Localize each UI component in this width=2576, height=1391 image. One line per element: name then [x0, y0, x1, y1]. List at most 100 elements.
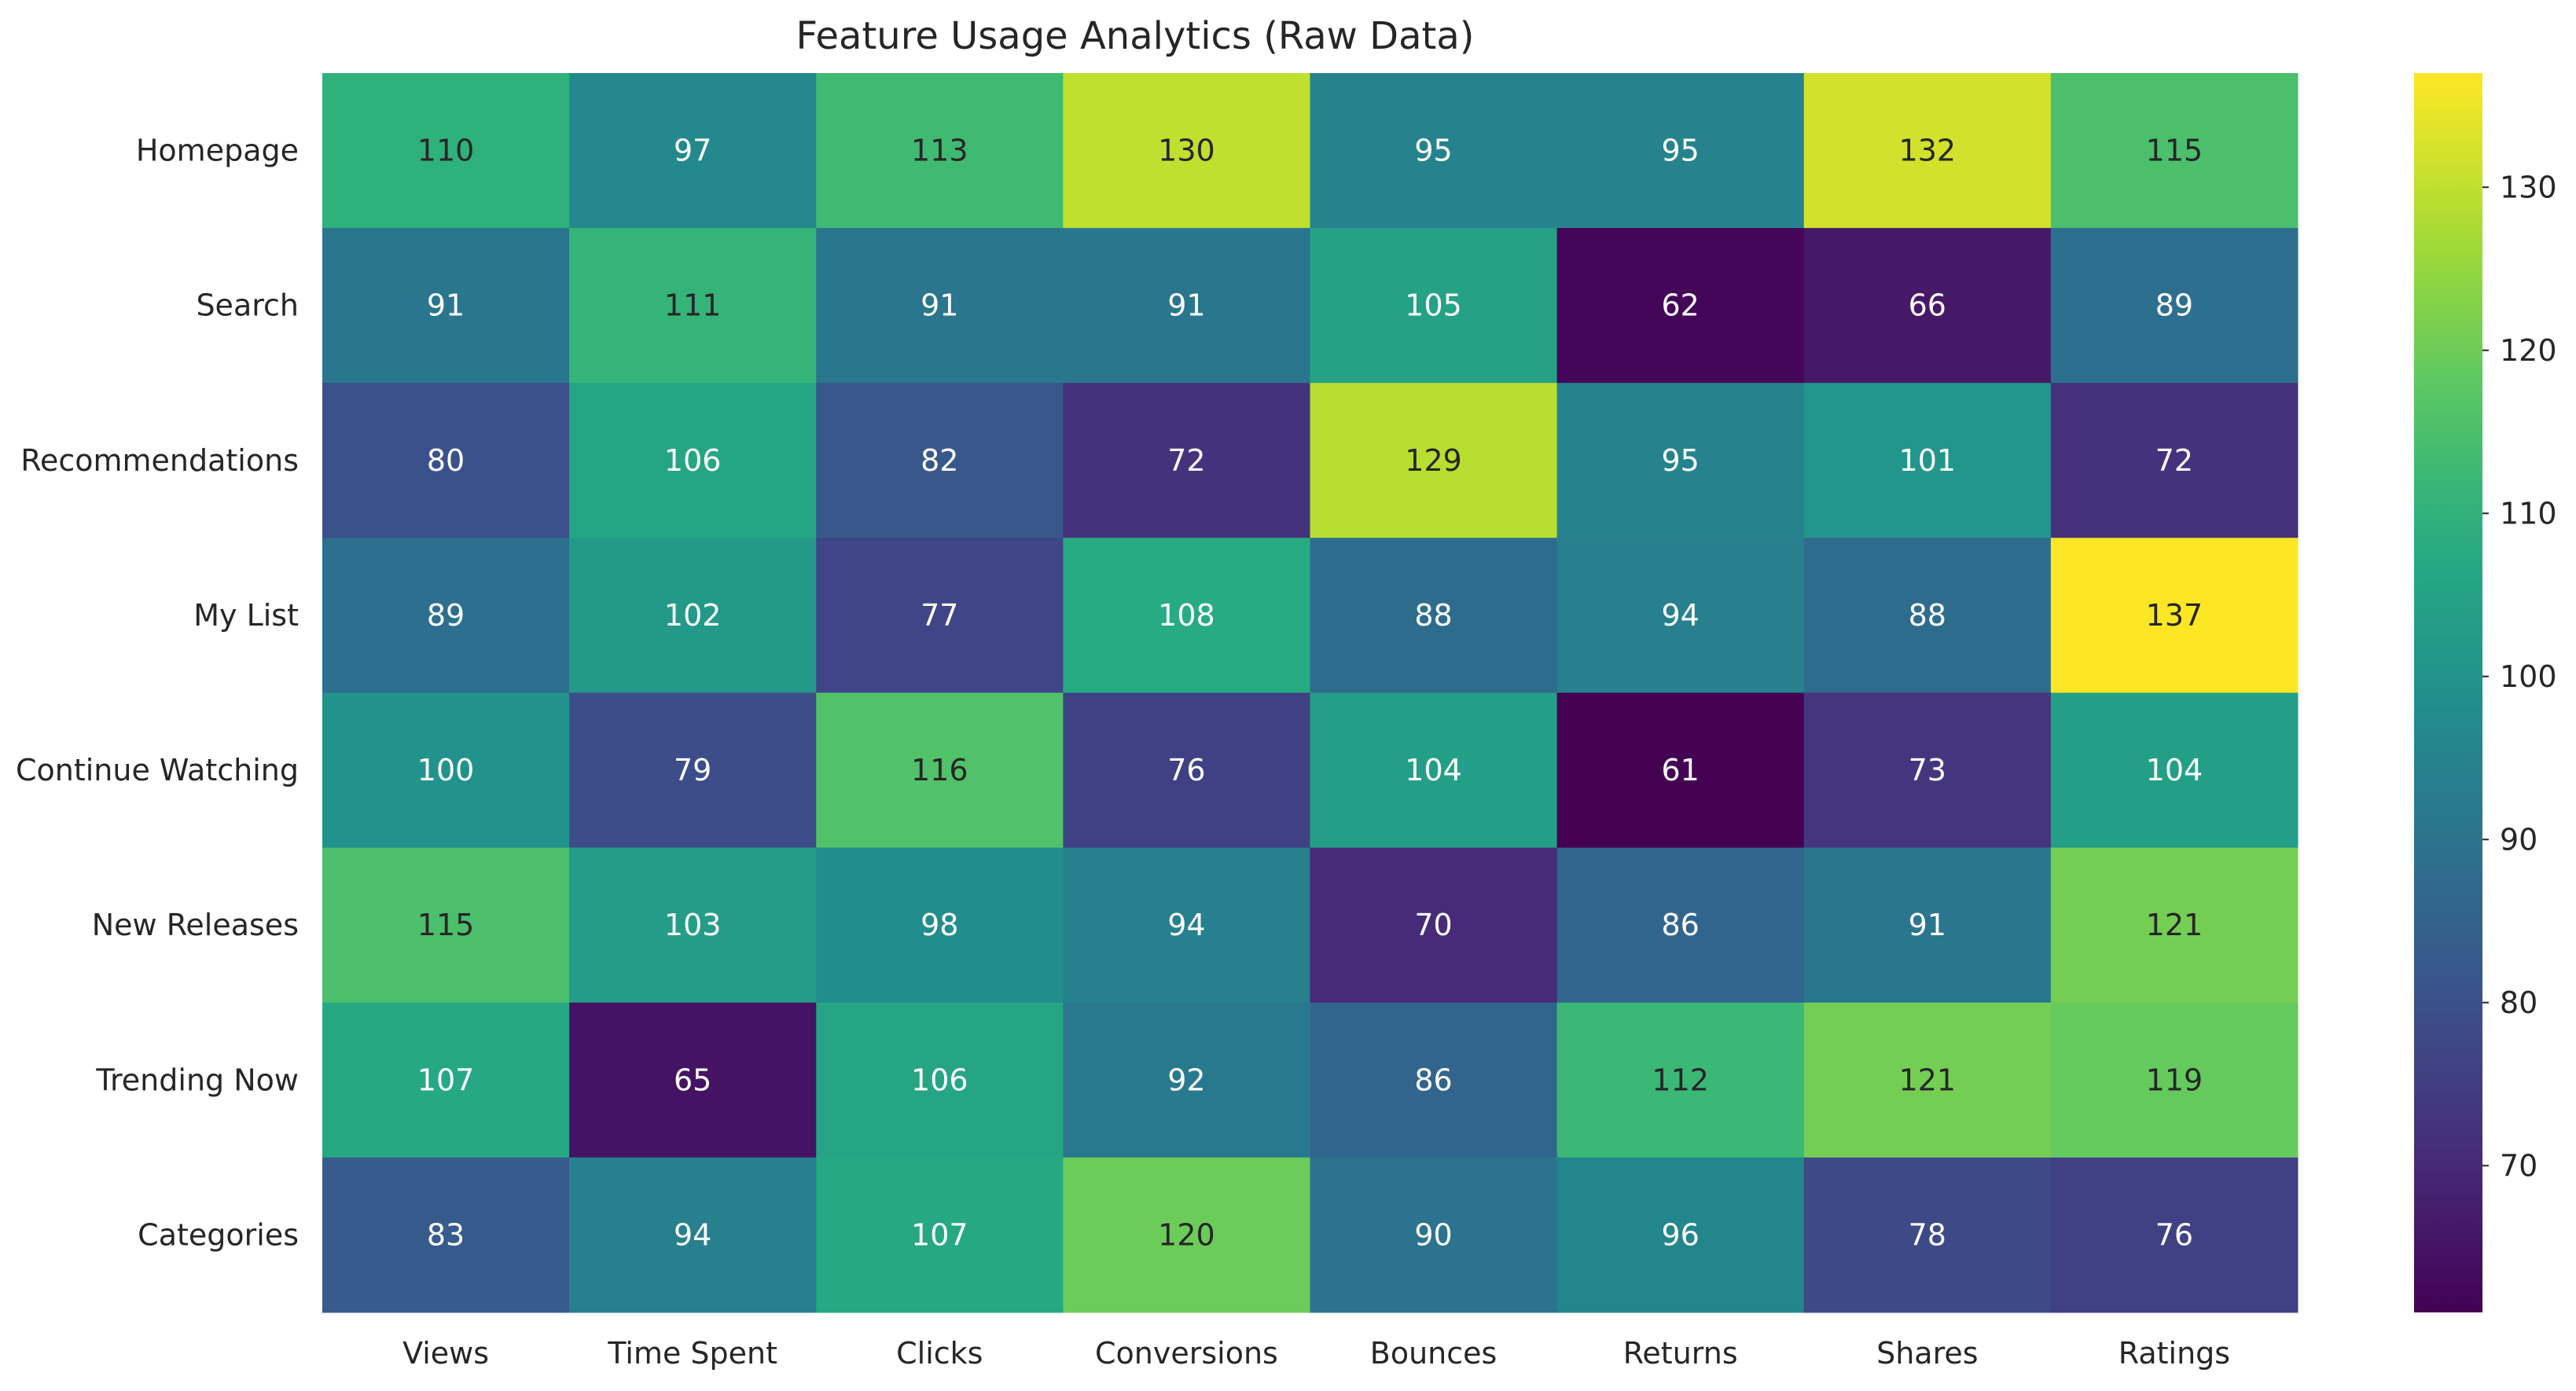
heatmap-cell: [1063, 692, 1310, 849]
heatmap-cell: [1063, 228, 1310, 384]
heatmap-cell: [816, 1157, 1064, 1313]
heatmap-cell-value: 115: [2146, 134, 2203, 168]
heatmap-cell-value: 82: [921, 443, 958, 478]
heatmap-cell: [1310, 73, 1558, 229]
heatmap-cell-value: 72: [2155, 443, 2193, 478]
heatmap-cell: [2050, 1002, 2299, 1158]
heatmap-cell: [1556, 847, 1805, 1004]
heatmap-cell: [1556, 383, 1805, 538]
heatmap-cell-value: 89: [427, 598, 465, 633]
heatmap-cell-value: 103: [664, 908, 722, 942]
heatmap-cell: [1310, 1157, 1558, 1313]
heatmap-cell: [1803, 1002, 2052, 1158]
heatmap-cell-value: 112: [1652, 1063, 1709, 1097]
y-tick-label: Trending Now: [95, 1063, 299, 1097]
chart-title: Feature Usage Analytics (Raw Data): [796, 14, 1475, 58]
heatmap-cell: [1803, 847, 2052, 1004]
heatmap-cell: [1310, 538, 1558, 693]
heatmap-cell-value: 105: [1405, 288, 1462, 323]
heatmap-cell: [2050, 847, 2299, 1004]
heatmap-cell-value: 106: [664, 443, 722, 478]
heatmap-cell-value: 66: [1909, 288, 1946, 323]
y-tick-label: Homepage: [136, 134, 299, 168]
heatmap-cell-value: 89: [2155, 288, 2193, 323]
colorbar-tick-labels: 70 80 90 100 110 120 130: [2482, 170, 2557, 1183]
heatmap-cell: [1803, 1157, 2052, 1313]
heatmap-cell: [569, 538, 817, 693]
heatmap-cell: [322, 847, 570, 1004]
heatmap-cell: [1063, 1157, 1310, 1313]
heatmap-cell-value: 78: [1909, 1217, 1946, 1252]
x-tick-label: Bounces: [1370, 1336, 1497, 1371]
heatmap-cell: [1063, 73, 1310, 229]
heatmap-cell-value: 129: [1405, 443, 1462, 478]
heatmap-cell: [1063, 538, 1310, 693]
heatmap-cell: [569, 692, 817, 849]
x-tick-label: Ratings: [2118, 1336, 2230, 1371]
heatmap-cell: [322, 1002, 570, 1158]
heatmap-cell: [1803, 73, 2052, 229]
heatmap-cell-value: 88: [1909, 598, 1946, 633]
heatmap-cell-value: 121: [2146, 908, 2203, 942]
x-tick-label: Conversions: [1095, 1336, 1278, 1371]
heatmap-cell: [569, 73, 817, 229]
heatmap-cell: [816, 538, 1064, 693]
heatmap-cell: [1556, 1002, 1805, 1158]
colorbar: [2414, 73, 2482, 1312]
heatmap-cell-value: 95: [1662, 443, 1700, 478]
heatmap-cell-value: 108: [1158, 598, 1215, 633]
heatmap-cell: [816, 847, 1064, 1004]
x-tick-label: Clicks: [896, 1336, 983, 1371]
heatmap-cell: [322, 383, 570, 538]
heatmap-cell: [569, 1157, 817, 1313]
heatmap-cell-value: 116: [911, 753, 968, 787]
heatmap-cell-value: 91: [427, 288, 465, 323]
heatmap-cell-value: 77: [921, 598, 958, 633]
colorbar-tick-label: 80: [2500, 985, 2537, 1020]
heatmap-cell-value: 102: [664, 598, 722, 633]
heatmap-cell-value: 72: [1167, 443, 1205, 478]
heatmap-cell: [816, 73, 1064, 229]
heatmap-cell: [322, 692, 570, 849]
heatmap-cell-value: 132: [1899, 134, 1957, 168]
heatmap-cell: [569, 228, 817, 384]
x-tick-label: Views: [402, 1336, 489, 1371]
heatmap-cell-value: 119: [2146, 1063, 2203, 1097]
heatmap-cell-value: 92: [1167, 1063, 1205, 1097]
heatmap-cell-value: 97: [674, 134, 711, 168]
heatmap-cell: [1310, 847, 1558, 1004]
heatmap-cell: [816, 228, 1064, 384]
heatmap-cell-value: 94: [1662, 598, 1700, 633]
heatmap-cell: [1063, 847, 1310, 1004]
heatmap-cell: [322, 73, 570, 229]
heatmap-cell-value: 130: [1158, 134, 1215, 168]
heatmap-cell-value: 88: [1414, 598, 1452, 633]
heatmap-cell-value: 79: [674, 753, 711, 787]
heatmap-cell-value: 111: [664, 288, 722, 323]
heatmap-cell: [1063, 1002, 1310, 1158]
heatmap-cell: [1310, 692, 1558, 849]
heatmap-cell: [1310, 228, 1558, 384]
heatmap-cell-value: 104: [2146, 753, 2203, 787]
heatmap-cell-value: 121: [1899, 1063, 1957, 1097]
heatmap-cell-value: 86: [1662, 908, 1700, 942]
heatmap-cell-value: 98: [921, 908, 958, 942]
y-tick-label: New Releases: [92, 908, 299, 942]
heatmap-cell: [1803, 383, 2052, 538]
colorbar-tick-label: 100: [2500, 659, 2557, 694]
heatmap-cell-value: 104: [1405, 753, 1462, 787]
heatmap-cell-value: 115: [417, 908, 475, 942]
heatmap-cell: [1803, 692, 2052, 849]
heatmap-cell: [2050, 1157, 2299, 1313]
heatmap-cell-value: 86: [1414, 1063, 1452, 1097]
heatmap-cell-value: 76: [1167, 753, 1205, 787]
heatmap-cell: [816, 692, 1064, 849]
heatmap-cell-value: 137: [2146, 598, 2203, 633]
y-tick-label: Categories: [138, 1217, 299, 1252]
heatmap-cell: [2050, 228, 2299, 384]
heatmap-cell: [1803, 538, 2052, 693]
colorbar-tick-label: 130: [2500, 170, 2557, 204]
heatmap-cell-value: 101: [1899, 443, 1957, 478]
heatmap-cell-value: 120: [1158, 1217, 1215, 1252]
heatmap-cell-value: 76: [2155, 1217, 2193, 1252]
